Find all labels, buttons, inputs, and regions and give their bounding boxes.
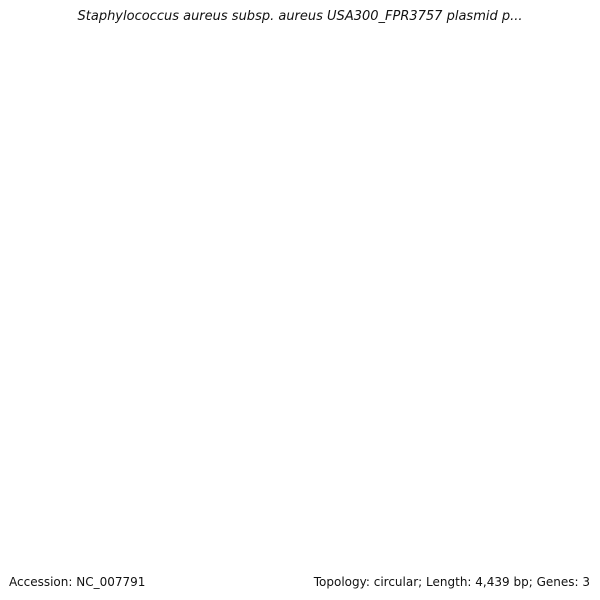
accession-label: Accession: [9, 575, 73, 589]
genes-value: 3 [582, 575, 590, 589]
map-title: Staphylococcus aureus subsp. aureus USA3… [77, 9, 523, 24]
genome-summary-footer: Topology: circular; Length: 4,439 bp; Ge… [313, 575, 590, 589]
topology-value: circular [373, 575, 419, 589]
accession-value: NC_007791 [76, 575, 146, 589]
length-value: 4,439 bp [475, 575, 529, 589]
length-label: Length: [426, 575, 472, 589]
topology-label: Topology: [313, 575, 370, 589]
genes-label: Genes: [536, 575, 579, 589]
accession-footer: Accession: NC_007791 [9, 575, 145, 589]
